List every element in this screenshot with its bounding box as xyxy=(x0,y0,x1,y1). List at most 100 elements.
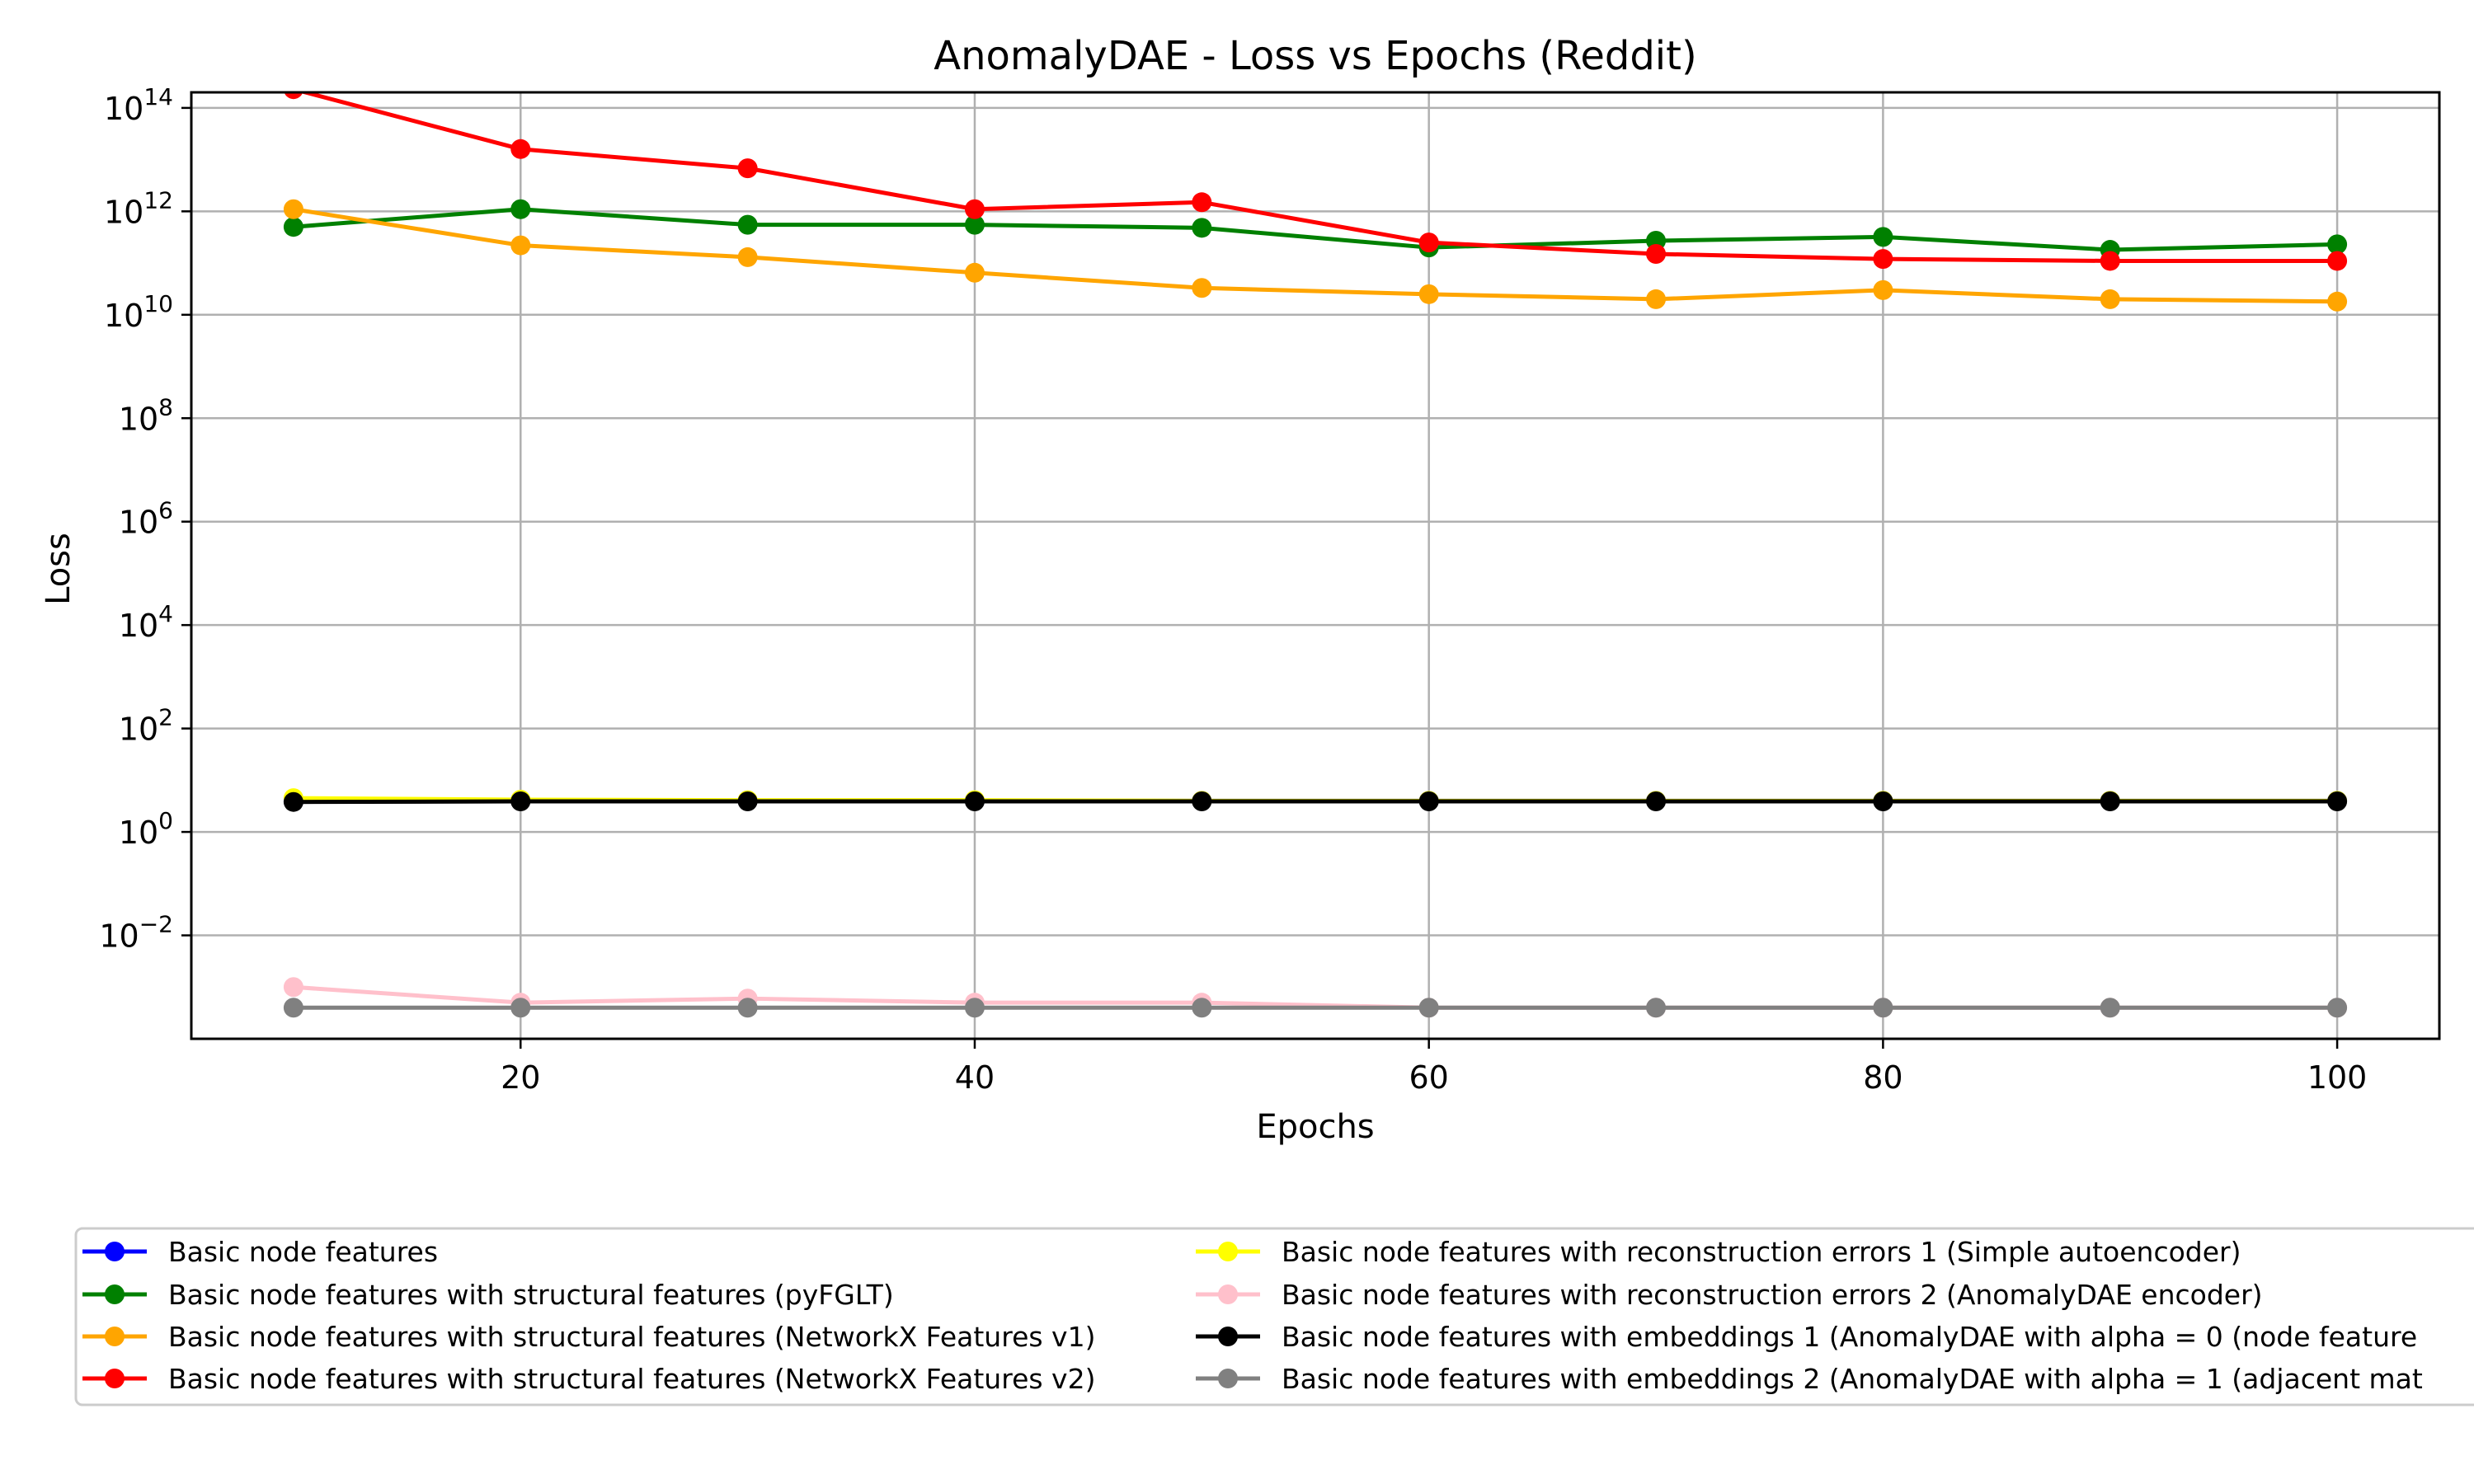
legend-marker-swatch xyxy=(1218,1284,1238,1304)
legend-item: Basic node features with reconstruction … xyxy=(1196,1236,2241,1268)
series-point xyxy=(1418,791,1439,812)
series-point xyxy=(2100,791,2120,812)
y-tick-label: 104 xyxy=(119,600,173,644)
series-point xyxy=(1192,278,1212,298)
x-axis-label: Epochs xyxy=(1256,1108,1374,1146)
series-point xyxy=(1418,232,1439,253)
series-point xyxy=(964,262,985,283)
series-point xyxy=(737,247,758,267)
x-tick-label: 100 xyxy=(2307,1059,2368,1096)
y-tick-base: 10 xyxy=(104,194,143,230)
series-point xyxy=(1192,998,1212,1018)
series-point xyxy=(1192,218,1212,238)
x-tick-label: 40 xyxy=(955,1059,995,1096)
series-point xyxy=(1646,998,1667,1018)
series-point xyxy=(964,791,985,812)
series-point xyxy=(1873,791,1893,812)
legend-label: Basic node features with structural feat… xyxy=(168,1321,1095,1353)
series-point xyxy=(283,217,303,237)
y-tick-exponent: 14 xyxy=(143,83,173,110)
y-tick-base: 10 xyxy=(119,608,158,644)
y-tick-exponent: 12 xyxy=(143,186,173,214)
y-tick-exponent: 0 xyxy=(158,807,173,834)
x-tick-label: 20 xyxy=(501,1059,540,1096)
y-tick-label: 106 xyxy=(119,497,173,541)
y-tick-base: 10 xyxy=(119,815,158,851)
legend-item: Basic node features with structural feat… xyxy=(82,1363,1095,1395)
series-line xyxy=(297,92,2338,263)
legend-item: Basic node features with reconstruction … xyxy=(1196,1279,2263,1311)
series-point xyxy=(1646,289,1667,309)
series-point xyxy=(964,199,985,219)
series-point xyxy=(510,139,531,159)
y-tick-base: 10 xyxy=(99,918,139,955)
series-point xyxy=(737,791,758,812)
legend-label: Basic node features with reconstruction … xyxy=(1282,1279,2263,1311)
y-tick-base: 10 xyxy=(119,711,158,748)
legend-marker-swatch xyxy=(105,1284,125,1304)
series-point xyxy=(2327,998,2348,1018)
series-line xyxy=(293,207,2338,304)
y-tick-exponent: −2 xyxy=(139,911,173,938)
series-point xyxy=(1192,791,1212,812)
legend-item: Basic node features xyxy=(82,1236,438,1268)
series-point xyxy=(284,92,303,100)
series-point xyxy=(1418,998,1439,1018)
series-point xyxy=(1873,279,1893,300)
legend-label: Basic node features with embeddings 2 (A… xyxy=(1282,1363,2423,1395)
y-tick-base: 10 xyxy=(104,298,143,334)
series-point xyxy=(2327,291,2348,312)
y-tick-exponent: 2 xyxy=(158,704,173,731)
series-point xyxy=(1873,249,1893,270)
series-point xyxy=(1192,192,1212,213)
series-point xyxy=(1646,244,1667,265)
legend-item: Basic node features with structural feat… xyxy=(82,1321,1095,1353)
series-point xyxy=(2327,791,2348,812)
series-layer xyxy=(283,92,2348,1018)
y-tick-exponent: 10 xyxy=(143,290,173,317)
legend-label: Basic node features with embeddings 1 (A… xyxy=(1282,1321,2417,1353)
series-point xyxy=(283,998,303,1018)
y-tick-exponent: 4 xyxy=(158,600,173,627)
series-point xyxy=(2100,998,2120,1018)
series-3 xyxy=(283,199,2348,312)
legend-item: Basic node features with embeddings 2 (A… xyxy=(1196,1363,2423,1395)
series-point xyxy=(737,214,758,235)
series-line xyxy=(293,207,2338,252)
series-8 xyxy=(283,998,2348,1018)
series-point xyxy=(510,791,531,812)
series-point xyxy=(510,199,531,219)
series-point xyxy=(1873,998,1893,1018)
series-point xyxy=(1873,227,1893,247)
legend-marker-swatch xyxy=(105,1369,125,1388)
y-tick-base: 10 xyxy=(104,91,143,127)
legend-marker-swatch xyxy=(1218,1327,1238,1346)
y-tick-label: 1010 xyxy=(104,290,173,334)
legend-marker-swatch xyxy=(1218,1369,1238,1388)
x-tick-label: 80 xyxy=(1863,1059,1903,1096)
series-point xyxy=(1646,791,1667,812)
series-point xyxy=(737,998,758,1018)
series-point xyxy=(2100,289,2120,309)
legend-label: Basic node features with reconstruction … xyxy=(1282,1236,2241,1268)
series-point xyxy=(2100,251,2120,271)
y-tick-label: 1012 xyxy=(104,186,173,230)
plot-area-frame xyxy=(190,91,2441,1040)
y-tick-label: 108 xyxy=(119,393,173,437)
legend-box xyxy=(74,1227,2474,1407)
legend-marker-swatch xyxy=(1218,1242,1238,1261)
legend-marker-swatch xyxy=(105,1327,125,1346)
legend-label: Basic node features with structural feat… xyxy=(168,1363,1095,1395)
y-tick-label: 100 xyxy=(119,807,173,851)
y-tick-label: 10−2 xyxy=(99,911,173,955)
series-point xyxy=(964,998,985,1018)
series-point xyxy=(283,199,303,219)
series-point xyxy=(283,977,303,998)
series-4 xyxy=(284,92,2348,271)
legend-marker-swatch xyxy=(105,1242,125,1261)
legend-item: Basic node features with embeddings 1 (A… xyxy=(1196,1321,2417,1353)
y-tick-base: 10 xyxy=(119,505,158,541)
y-axis-label: Loss xyxy=(40,533,78,605)
